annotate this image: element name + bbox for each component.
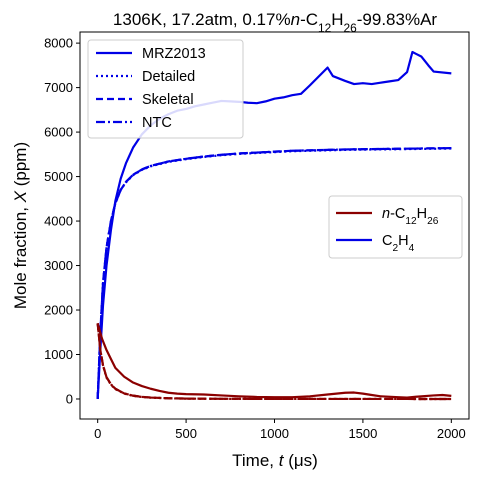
- chart-title-part: n: [291, 10, 300, 29]
- legend-species-label-part: 2: [392, 243, 398, 254]
- x-tick-label: 1500: [348, 426, 377, 441]
- chart-title-part: H: [331, 10, 343, 29]
- x-axis-label-part: Time,: [232, 451, 279, 470]
- y-axis-label: Mole fraction, X (ppm): [11, 142, 30, 309]
- y-tick-label: 7000: [44, 80, 73, 95]
- x-tick-label: 2000: [437, 426, 466, 441]
- y-axis-label-part: (ppm): [11, 142, 30, 191]
- x-axis: 0 500 1000 1500 2000: [94, 419, 466, 441]
- legend-species-box: [328, 195, 463, 259]
- legend-species-label-part: H: [417, 206, 427, 222]
- series-c2h4-mrz2013-line: [96, 50, 452, 400]
- legend-model-label-part: Skeletal: [142, 92, 194, 108]
- x-tick-label: 1000: [260, 426, 289, 441]
- y-tick-label: 1000: [44, 347, 73, 362]
- chart-title-part: 26: [344, 21, 358, 35]
- chart-title-part: -C: [300, 10, 318, 29]
- chart-title-part: -99.83%Ar: [357, 10, 438, 29]
- y-tick-label: 6000: [44, 125, 73, 140]
- x-axis-label-part: (μs): [283, 451, 317, 470]
- legend-models-box: [87, 39, 244, 139]
- series-c2h4-ntc-line: [96, 147, 452, 400]
- legend-species-label-part: H: [398, 233, 408, 249]
- x-tick-label: 500: [175, 426, 197, 441]
- y-tick-label: 5000: [44, 169, 73, 184]
- legend-model-label: Detailed: [142, 69, 195, 85]
- legend-model-label-part: MRZ2013: [142, 46, 206, 62]
- legend-model-label-part: Detailed: [142, 69, 195, 85]
- series-layer: [96, 50, 452, 401]
- series-c12h26-ntc-line: [96, 323, 452, 401]
- legend-model-label-part: NTC: [142, 115, 172, 131]
- y-tick-label: 2000: [44, 303, 73, 318]
- legend-species-label-part: 4: [409, 243, 415, 254]
- legend-species-label-part: -C: [390, 206, 405, 222]
- legend-model-label: NTC: [142, 115, 172, 131]
- y-tick-label: 4000: [44, 214, 73, 229]
- legend-model-label: Skeletal: [142, 92, 194, 108]
- y-tick-label: 3000: [44, 258, 73, 273]
- x-axis-label-part: t: [279, 451, 285, 470]
- chart-title-part: 12: [318, 21, 332, 35]
- legend-species-label-part: C: [382, 233, 392, 249]
- series-c12h26-mrz2013-line: [96, 323, 452, 399]
- y-axis-label-part: Mole fraction,: [11, 202, 30, 309]
- legend-species-label-part: 12: [405, 216, 417, 227]
- y-axis-label-part: X: [11, 190, 30, 203]
- x-axis-label: Time, t (μs): [232, 451, 318, 470]
- legend-species-label: n-C12H26: [382, 206, 439, 227]
- y-tick-label: 0: [66, 391, 73, 406]
- legend-model-label: MRZ2013: [142, 46, 206, 62]
- legend-species-label-part: n: [382, 206, 390, 222]
- legend-models: MRZ2013 Detailed Skeletal NTC: [87, 39, 244, 139]
- y-axis: 0 1000 2000 3000 4000 5000 6000 7000 8000: [44, 36, 80, 406]
- legend-species-label-part: 26: [427, 216, 439, 227]
- y-tick-label: 8000: [44, 36, 73, 51]
- chart-title-part: 1306K, 17.2atm, 0.17%: [113, 10, 291, 29]
- legend-species-label: C2H4: [382, 233, 415, 254]
- x-tick-label: 0: [94, 426, 101, 441]
